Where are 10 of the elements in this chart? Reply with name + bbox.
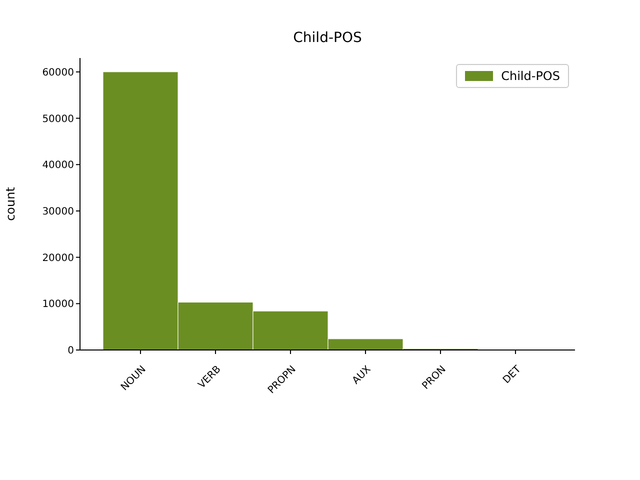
y-tick-label: 20000 (42, 252, 74, 264)
legend-label: Child-POS (501, 69, 560, 83)
y-axis-title: count (3, 186, 18, 221)
y-tick-label: 50000 (42, 114, 74, 125)
y-tick-label: 10000 (42, 299, 74, 310)
y-tick-label: 60000 (42, 67, 74, 78)
y-tick-label: 40000 (42, 160, 74, 172)
y-tick-label: 30000 (42, 206, 74, 218)
y-tick-label: 0 (68, 346, 74, 357)
chart-title: Child-POS (292, 30, 363, 46)
